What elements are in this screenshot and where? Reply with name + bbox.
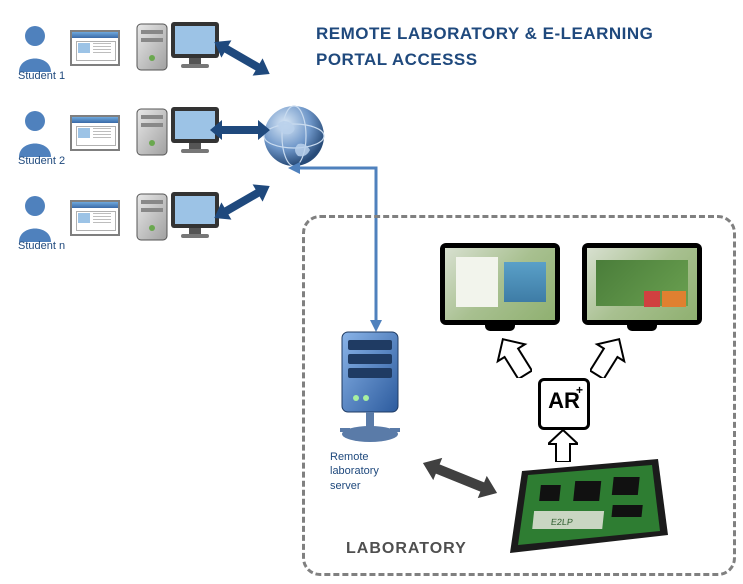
person-icon	[15, 194, 55, 242]
display-monitor-icon	[582, 243, 702, 325]
page-title-line1: REMOTE LABORATORY & E-LEARNING	[316, 24, 653, 44]
plus-icon: +	[576, 383, 583, 397]
ar-badge: AR +	[538, 378, 590, 430]
student-label: Student n	[18, 240, 65, 252]
circuit-board-icon: E2LP	[500, 455, 668, 565]
student-label: Student 1	[18, 70, 65, 82]
app-window-icon	[70, 30, 120, 66]
app-window-icon	[70, 115, 120, 151]
server-label: Remote laboratory server	[330, 450, 379, 493]
person-icon	[15, 24, 55, 72]
double-arrow-icon	[210, 36, 274, 80]
person-icon	[15, 109, 55, 157]
outline-arrow-up-icon	[548, 430, 578, 462]
outline-arrow-up-icon	[590, 336, 626, 378]
server-icon	[328, 328, 412, 448]
page-title-line2: PORTAL ACCESSS	[316, 50, 478, 70]
double-arrow-icon	[210, 116, 270, 144]
student-label: Student 2	[18, 155, 65, 167]
double-arrow-icon	[420, 455, 500, 501]
laboratory-label: LABORATORY	[346, 540, 467, 558]
svg-text:E2LP: E2LP	[550, 517, 573, 527]
double-arrow-icon	[210, 180, 274, 224]
display-monitor-icon	[440, 243, 560, 325]
outline-arrow-up-icon	[496, 336, 532, 378]
app-window-icon	[70, 200, 120, 236]
